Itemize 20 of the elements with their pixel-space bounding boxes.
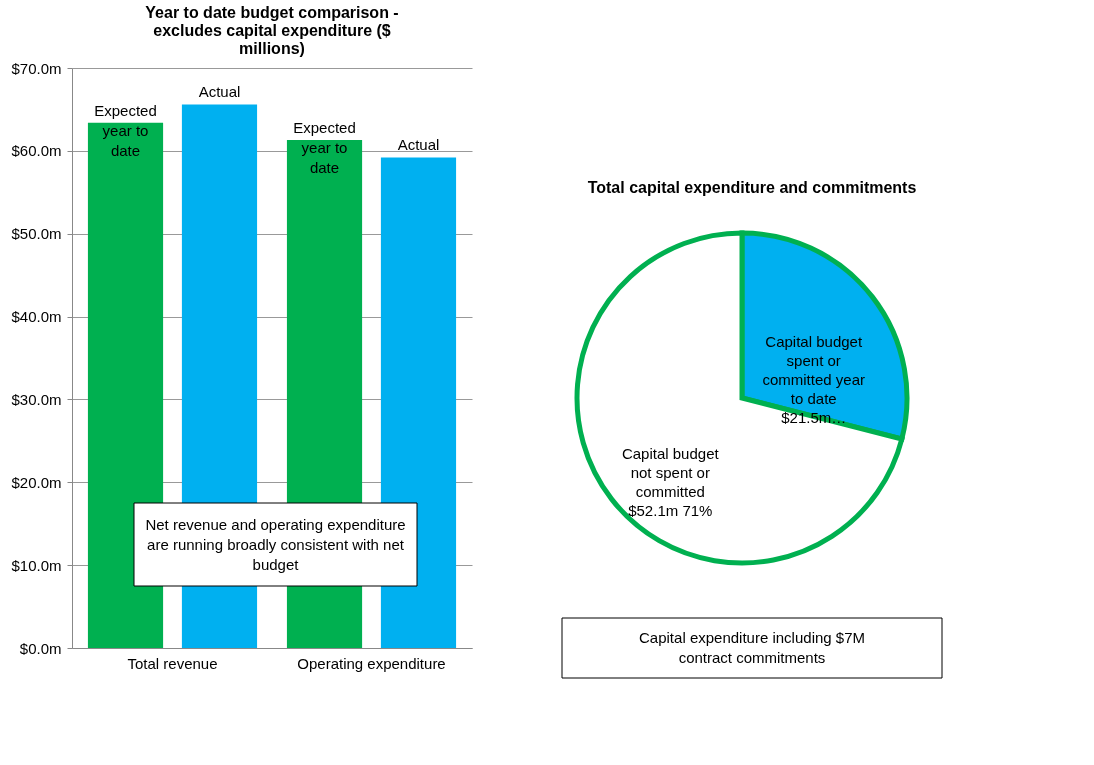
annotation: Net revenue and operating expenditure are running broadly consistent with net budget [145,515,406,573]
y-tick-label: $20.0m [11,473,62,491]
y-tick-label: $0.0m [19,639,62,657]
y-tick-label: $10.0m [11,556,62,574]
chart-title: Year to date budget comparison - excludes capital expenditure ($ millions) [145,4,399,57]
y-tick-label: $70.0m [11,59,62,77]
x-tick-label: Operating expenditure [297,654,446,672]
y-tick-label: $60.0m [11,142,62,160]
series-label: Actual [198,83,241,101]
slice-label: Capital budget spent or committed year to date $21.5m… [762,333,865,427]
chart-title: Total capital expenditure and commitments [587,179,917,196]
slice-label: Capital budget not spent or committed $52.1m 71% [621,444,720,519]
y-tick-label: $50.0m [11,225,62,243]
y-tick-label: $30.0m [11,390,62,408]
text: Capital expenditure including $7M contract commitments [639,629,865,666]
text: Actual [397,136,440,154]
x-tick-label: Total revenue [127,654,218,672]
series-label: Expected year to date [293,119,356,177]
text: Expected year to date [94,101,157,159]
y-tick-label: $40.0m [11,308,62,326]
